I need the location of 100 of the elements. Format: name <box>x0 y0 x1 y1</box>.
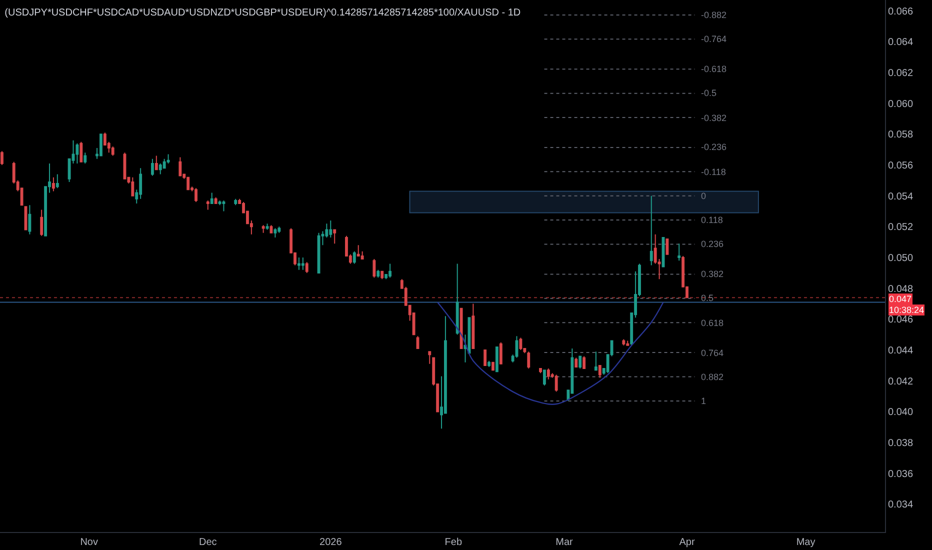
x-tick-label: 2026 <box>320 537 342 548</box>
y-tick-label: 0.038 <box>888 438 914 450</box>
candlestick <box>214 196 218 204</box>
candlestick <box>356 244 360 256</box>
ref-line-label: -0.618 <box>701 64 727 74</box>
candlestick <box>622 338 626 346</box>
candlestick <box>131 176 134 196</box>
candlestick <box>519 337 522 351</box>
candlestick <box>28 204 32 235</box>
candlestick <box>376 269 380 278</box>
candlestick <box>150 158 154 176</box>
y-tick-label: 0.060 <box>888 98 914 110</box>
candlestick <box>186 176 190 190</box>
y-tick-label: 0.048 <box>888 284 914 295</box>
ref-line-label: 0.382 <box>701 269 724 279</box>
y-tick-label: 0.046 <box>888 314 914 326</box>
x-tick-label: Mar <box>556 537 574 548</box>
candlestick <box>554 374 558 392</box>
candlestick <box>262 224 265 234</box>
candlestick <box>222 200 226 212</box>
candlestick <box>499 342 502 364</box>
candlestick <box>488 360 490 368</box>
candlestick <box>388 263 392 278</box>
text: 0.047 <box>889 294 912 304</box>
text: 10:38:24 <box>889 305 924 315</box>
x-tick-label: Nov <box>80 537 98 548</box>
y-tick-label: 0.062 <box>888 68 914 79</box>
candlestick <box>56 174 59 189</box>
candlestick <box>598 364 602 378</box>
y-tick-label: 0.044 <box>888 346 914 357</box>
candlestick <box>626 340 630 346</box>
candlestick <box>428 351 432 364</box>
candlestick <box>484 350 487 366</box>
candlestick <box>472 303 475 349</box>
y-tick-label: 0.042 <box>888 376 914 388</box>
candlestick <box>495 346 498 372</box>
x-tick-label: Feb <box>444 537 462 548</box>
y-tick-label: 0.040 <box>888 407 914 418</box>
y-tick-label: 0.066 <box>888 6 914 18</box>
candlestick <box>594 351 598 371</box>
ref-line-label: 1 <box>701 396 706 406</box>
y-tick-label: 0.064 <box>888 37 914 48</box>
ref-line-label: 0.882 <box>701 372 724 382</box>
candlestick <box>650 195 653 266</box>
candlestick <box>460 308 463 349</box>
candlestick <box>194 188 198 203</box>
ref-line-label: 0 <box>701 191 706 201</box>
candlestick <box>301 257 304 270</box>
candlestick <box>0 150 4 166</box>
candlestick <box>40 209 44 236</box>
candlestick <box>539 368 542 374</box>
y-tick-label: 0.050 <box>888 253 914 264</box>
candlestick <box>270 224 273 234</box>
x-tick-label: May <box>796 537 816 548</box>
candlestick <box>266 223 269 230</box>
x-tick-label: Dec <box>198 537 217 548</box>
candlestick <box>158 162 162 175</box>
ref-line-label: 0.5 <box>701 293 714 303</box>
candlestick <box>582 356 586 370</box>
candlestick <box>305 262 308 274</box>
ref-line-label: -0.118 <box>701 167 726 177</box>
ref-line-label: -0.764 <box>701 34 727 44</box>
candlestick <box>329 220 332 238</box>
candlestick <box>678 243 681 262</box>
y-tick-label: 0.058 <box>888 130 914 141</box>
candlestick <box>278 226 281 234</box>
ref-line-label: 0.236 <box>701 239 724 249</box>
candlestick <box>297 257 300 270</box>
ref-line-label: -0.236 <box>701 142 727 152</box>
candlestick <box>210 192 214 204</box>
candlestick <box>578 356 582 370</box>
line-series <box>436 302 664 405</box>
ref-line-label: 0.118 <box>701 215 723 225</box>
candlestick <box>206 200 210 210</box>
y-tick-label: 0.056 <box>888 160 914 172</box>
y-tick-label: 0.054 <box>888 191 914 202</box>
y-tick-label: 0.052 <box>888 222 914 234</box>
ref-line-label: 0.764 <box>701 348 724 358</box>
candlestick <box>352 250 356 264</box>
ref-line-label: -0.882 <box>701 10 727 20</box>
ref-line-label: -0.382 <box>701 113 727 123</box>
ref-line-label: 0.618 <box>701 318 724 328</box>
candlestick <box>139 168 142 200</box>
candlestick <box>542 370 546 386</box>
y-tick-label: 0.036 <box>888 468 914 480</box>
candlestick <box>178 156 182 176</box>
candlestick <box>492 362 494 371</box>
x-tick-label: Apr <box>679 537 696 548</box>
candlestick <box>372 258 376 278</box>
candlestick <box>52 176 55 192</box>
candlestick <box>84 152 87 164</box>
candlestick <box>111 146 114 156</box>
candlestick <box>380 270 384 280</box>
candlestick <box>333 229 336 244</box>
candlestick <box>80 141 83 162</box>
candlestick <box>527 351 530 370</box>
candlestick <box>154 155 158 170</box>
candlestick <box>574 357 578 368</box>
candlestick <box>76 142 79 164</box>
candlestick <box>546 368 550 380</box>
